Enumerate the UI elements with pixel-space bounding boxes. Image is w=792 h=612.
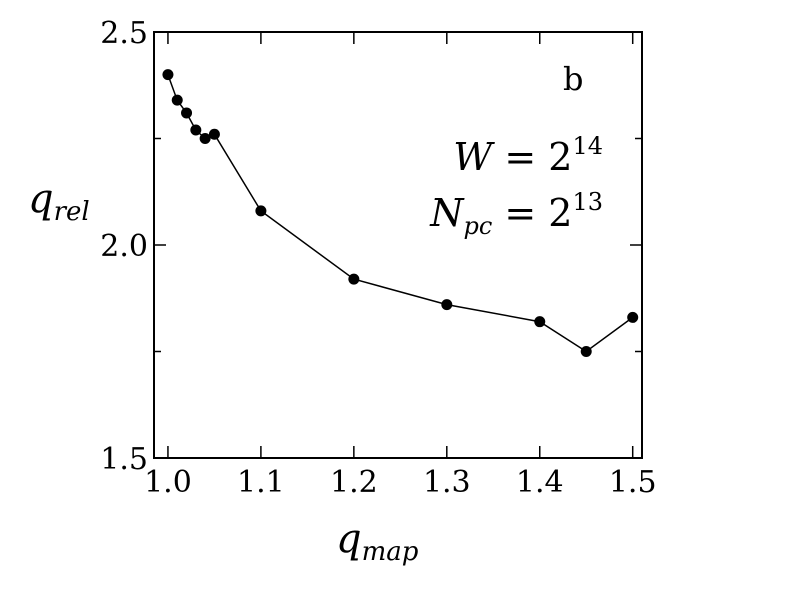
data-point [181,107,193,119]
data-point [580,346,592,357]
data-point [534,316,546,328]
x-tick-label: 1.0 [144,465,192,500]
data-point [255,205,267,217]
data-point [441,299,453,311]
x-tick-label: 1.4 [516,465,564,500]
data-point [171,94,183,106]
x-tick-label: 1.3 [423,465,471,500]
y-tick-label: 1.5 [100,442,148,477]
data-point [162,69,174,81]
x-axis-label: qmap [336,516,419,567]
series-layer [162,69,639,357]
panel-label: b [563,60,583,98]
data-point [208,128,220,140]
y-tick-label: 2.0 [100,229,148,264]
annotation-w: W = 214 [453,132,603,179]
tick-labels: 1.0 1.1 1.2 1.3 1.4 1.5 1.5 2.0 2.5 [100,16,656,500]
data-point [627,311,639,323]
annotation-npc: Npc = 213 [429,188,603,240]
data-point [348,273,360,285]
y-axis-label: qrel [28,176,90,227]
data-point [190,124,202,136]
x-tick-label: 1.1 [237,465,285,500]
x-tick-label: 1.5 [609,465,657,500]
data-point [199,133,211,144]
ticks [154,31,642,459]
x-tick-label: 1.2 [330,465,378,500]
y-tick-label: 2.5 [100,16,148,51]
